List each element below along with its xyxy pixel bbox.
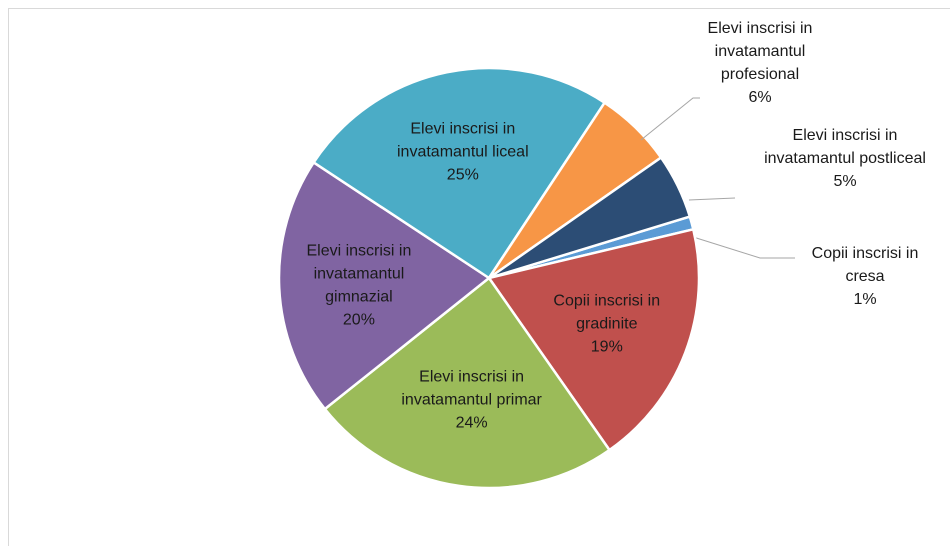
leader-line <box>640 97 700 141</box>
slice-label-line: invatamantul <box>314 265 405 282</box>
slice-percent: 20% <box>343 311 375 328</box>
slice-label-line: profesional <box>721 66 799 83</box>
slice-label: Copii inscrisi in gradinite 19% <box>553 293 660 356</box>
slice-label-line: cresa <box>845 268 884 285</box>
slice-label-line: invatamantul postliceal <box>764 150 926 167</box>
slice-percent: 5% <box>833 173 856 190</box>
slice-label-line: Elevi inscrisi in <box>793 127 898 144</box>
slice-label-line: Elevi inscrisi in <box>410 120 515 137</box>
slice-label-line: invatamantul liceal <box>397 143 529 160</box>
slice-label: Copii inscrisi in cresa 1% <box>812 245 919 308</box>
slice-percent: 1% <box>853 291 876 308</box>
slice-label-line: invatamantul <box>715 43 806 60</box>
slice-label: Elevi inscrisi in invatamantul liceal 25% <box>397 120 529 183</box>
slice-label: Elevi inscrisi in invatamantul profesional… <box>708 20 813 106</box>
slice-label: Elevi inscrisi in invatamantul postliceal… <box>764 127 926 190</box>
slice-percent: 19% <box>591 339 623 356</box>
pie-slice <box>487 156 692 280</box>
slice-label-line: gimnazial <box>325 288 393 305</box>
slice-label-line: Elevi inscrisi in <box>419 369 524 386</box>
leader-line <box>688 197 736 201</box>
leader-line <box>689 235 795 259</box>
slice-percent: 24% <box>456 415 488 432</box>
slice-label: Elevi inscrisi in invatamantul primar 24% <box>401 369 542 432</box>
pie-slice <box>277 161 491 411</box>
chart-area <box>8 8 950 546</box>
slice-label-line: Copii inscrisi in <box>812 245 919 262</box>
pie-slice <box>312 66 606 280</box>
pie-slice <box>323 276 611 490</box>
slice-label-line: Elevi inscrisi in <box>708 20 813 37</box>
slice-label: Elevi inscrisi in invatamantul gimnazial 20… <box>306 242 411 328</box>
slice-label-line: Copii inscrisi in <box>553 293 660 310</box>
slice-label-line: gradinite <box>576 316 637 333</box>
slice-label-line: Elevi inscrisi in <box>306 242 411 259</box>
pie-slice <box>487 228 701 452</box>
slice-label-line: invatamantul primar <box>401 392 542 409</box>
slice-percent: 6% <box>748 89 771 106</box>
slice-percent: 25% <box>447 166 479 183</box>
